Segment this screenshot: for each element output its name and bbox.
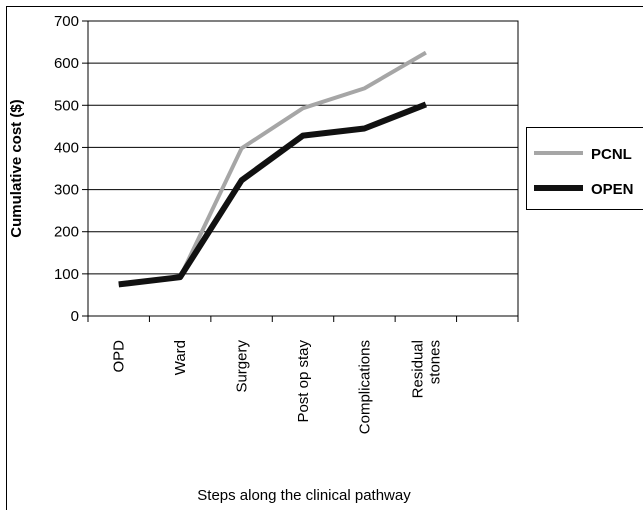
series-lines <box>119 53 426 285</box>
x-tick-label: Surgery <box>234 340 251 393</box>
y-tick-label: 100 <box>54 266 79 283</box>
x-tick-label-line: Residual <box>409 340 426 398</box>
plot-area-frame <box>88 21 518 316</box>
y-tick-label: 0 <box>71 308 79 325</box>
y-tick-label: 500 <box>54 97 79 114</box>
legend-label: OPEN <box>591 181 634 198</box>
x-tick-label-line: Complications <box>356 340 373 434</box>
y-tick-label: 300 <box>54 182 79 199</box>
x-tick-label: Complications <box>356 340 373 434</box>
series-line-pcnl <box>119 53 426 285</box>
y-tick-label: 700 <box>54 13 79 30</box>
y-axis-label: Cumulative cost ($) <box>8 99 25 237</box>
x-tick-label: Ward <box>172 340 189 375</box>
y-tick-label: 200 <box>54 224 79 241</box>
chart-border <box>7 7 643 511</box>
y-tick-label: 400 <box>54 139 79 156</box>
series-line-open <box>119 104 426 284</box>
x-tick-label-line: Ward <box>172 340 189 375</box>
x-tick-label-line: Post op stay <box>295 340 312 423</box>
x-tick-label: Post op stay <box>295 340 312 423</box>
gridlines <box>88 63 518 274</box>
x-tick-label-line: stones <box>426 340 443 384</box>
y-tick-label: 600 <box>54 55 79 72</box>
x-axis-label: Steps along the clinical pathway <box>197 487 411 504</box>
legend-label: PCNL <box>591 146 632 163</box>
x-tick-label-line: OPD <box>111 340 128 373</box>
axes: 0 100 200 300 400 500 600 700 OPD Ward Surgery Post… <box>54 13 518 434</box>
legend: PCNL OPEN <box>527 128 643 210</box>
x-tick-label: OPD <box>111 340 128 373</box>
x-tick-label-line: Surgery <box>234 340 251 393</box>
